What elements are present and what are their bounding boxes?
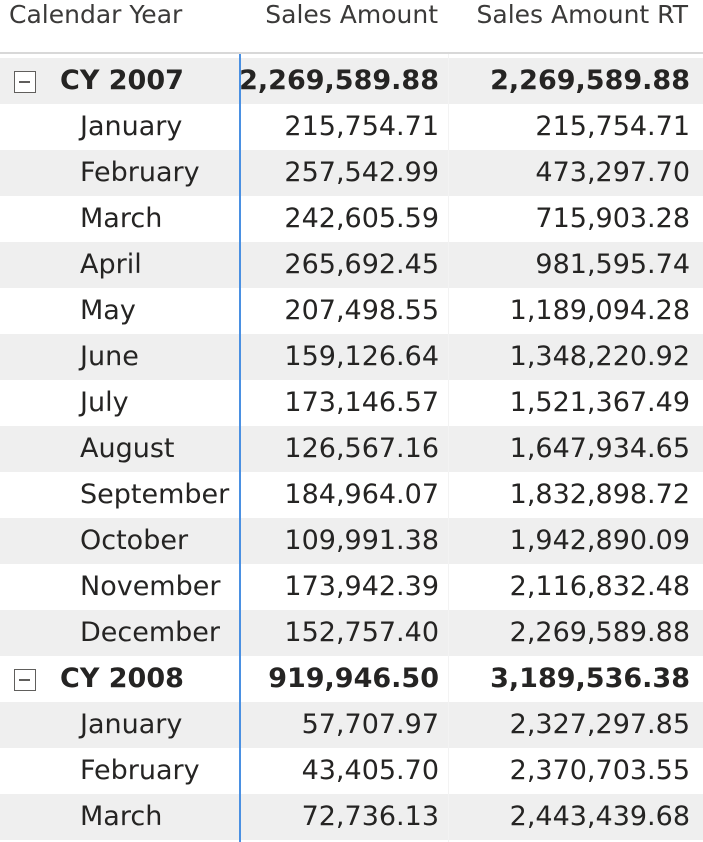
month-row[interactable]: September 184,964.07 1,832,898.72 [0, 472, 703, 518]
month-row[interactable]: August 126,567.16 1,647,934.65 [0, 426, 703, 472]
month-label: December [80, 617, 221, 648]
month-label: February [80, 157, 200, 188]
group-label: CY 2008 [60, 663, 184, 694]
month-sales-amount-rt: 2,327,297.85 [509, 709, 690, 740]
month-row[interactable]: January 215,754.71 215,754.71 [0, 104, 703, 150]
month-label: May [80, 295, 136, 326]
month-sales-amount: 173,146.57 [284, 387, 439, 418]
group-row[interactable]: CY 2007 2,269,589.88 2,269,589.88 [0, 58, 703, 104]
month-row[interactable]: November 173,942.39 2,116,832.48 [0, 564, 703, 610]
month-sales-amount: 207,498.55 [284, 295, 439, 326]
month-sales-amount-rt: 1,189,094.28 [509, 295, 690, 326]
group-sales-amount-rt: 3,189,536.38 [490, 663, 690, 694]
month-label: March [80, 801, 163, 832]
column-header-row: Calendar Year Sales Amount Sales Amount … [0, 0, 703, 54]
month-row[interactable]: February 43,405.70 2,370,703.55 [0, 748, 703, 794]
month-label: April [80, 249, 142, 280]
month-sales-amount-rt: 1,832,898.72 [509, 479, 690, 510]
month-row[interactable]: June 159,126.64 1,348,220.92 [0, 334, 703, 380]
group-row[interactable]: CY 2008 919,946.50 3,189,536.38 [0, 656, 703, 702]
month-label: November [80, 571, 221, 602]
month-label: February [80, 755, 200, 786]
group-sales-amount: 919,946.50 [268, 663, 439, 694]
month-sales-amount: 265,692.45 [284, 249, 439, 280]
month-sales-amount-rt: 473,297.70 [535, 157, 690, 188]
month-row[interactable]: October 109,991.38 1,942,890.09 [0, 518, 703, 564]
month-sales-amount: 215,754.71 [284, 111, 439, 142]
month-sales-amount-rt: 2,269,589.88 [509, 617, 690, 648]
group-label: CY 2007 [60, 65, 184, 96]
month-sales-amount-rt: 2,116,832.48 [509, 571, 690, 602]
month-row[interactable]: January 57,707.97 2,327,297.85 [0, 702, 703, 748]
month-sales-amount-rt: 1,521,367.49 [509, 387, 690, 418]
month-row[interactable]: April 265,692.45 981,595.74 [0, 242, 703, 288]
month-sales-amount: 152,757.40 [284, 617, 439, 648]
month-sales-amount-rt: 2,370,703.55 [509, 755, 690, 786]
month-sales-amount: 72,736.13 [301, 801, 439, 832]
month-label: October [80, 525, 189, 556]
group-sales-amount: 2,269,589.88 [239, 65, 439, 96]
month-row[interactable]: May 207,498.55 1,189,094.28 [0, 288, 703, 334]
month-row[interactable]: March 242,605.59 715,903.28 [0, 196, 703, 242]
month-sales-amount-rt: 2,443,439.68 [509, 801, 690, 832]
month-label: January [80, 111, 183, 142]
month-sales-amount: 109,991.38 [284, 525, 439, 556]
month-row[interactable]: December 152,757.40 2,269,589.88 [0, 610, 703, 656]
month-label: January [80, 709, 183, 740]
column-separator [448, 54, 449, 842]
header-sales-amount[interactable]: Sales Amount [265, 0, 438, 29]
month-row[interactable]: February 257,542.99 473,297.70 [0, 150, 703, 196]
month-label: August [80, 433, 175, 464]
collapse-icon[interactable] [14, 669, 36, 691]
month-label: July [80, 387, 129, 418]
month-sales-amount: 57,707.97 [301, 709, 439, 740]
month-sales-amount: 159,126.64 [284, 341, 439, 372]
month-sales-amount: 184,964.07 [284, 479, 439, 510]
month-sales-amount: 43,405.70 [301, 755, 439, 786]
month-sales-amount: 173,942.39 [284, 571, 439, 602]
month-sales-amount: 257,542.99 [284, 157, 439, 188]
month-label: March [80, 203, 163, 234]
group-sales-amount-rt: 2,269,589.88 [490, 65, 690, 96]
header-sales-amount-rt[interactable]: Sales Amount RT [476, 0, 689, 29]
month-row[interactable]: March 72,736.13 2,443,439.68 [0, 794, 703, 840]
month-sales-amount-rt: 1,647,934.65 [509, 433, 690, 464]
row-header-divider [239, 54, 241, 842]
month-sales-amount: 242,605.59 [284, 203, 439, 234]
month-sales-amount: 126,567.16 [284, 433, 439, 464]
month-sales-amount-rt: 981,595.74 [535, 249, 690, 280]
month-sales-amount-rt: 1,942,890.09 [509, 525, 690, 556]
month-label: June [80, 341, 139, 372]
month-sales-amount-rt: 215,754.71 [535, 111, 690, 142]
month-label: September [80, 479, 230, 510]
header-calendar-year[interactable]: Calendar Year [9, 0, 183, 29]
collapse-icon[interactable] [14, 71, 36, 93]
month-sales-amount-rt: 715,903.28 [535, 203, 690, 234]
month-sales-amount-rt: 1,348,220.92 [509, 341, 690, 372]
month-row[interactable]: July 173,146.57 1,521,367.49 [0, 380, 703, 426]
